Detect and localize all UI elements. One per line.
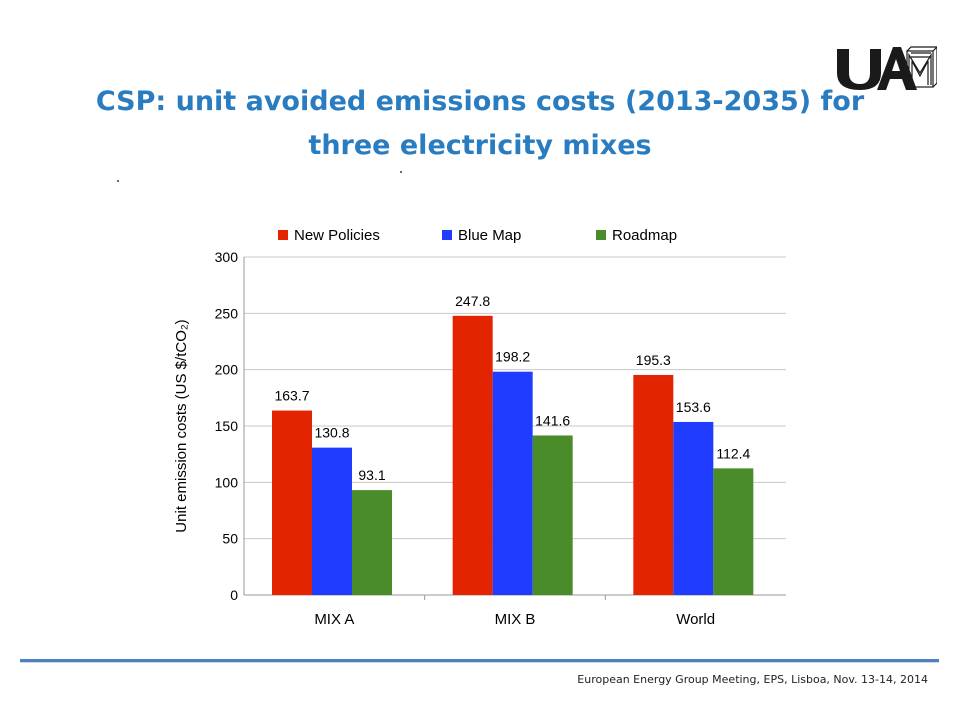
footer-text: European Energy Group Meeting, EPS, Lisb… — [577, 673, 928, 686]
y-tick-label: 200 — [215, 362, 239, 378]
data-label: 195.3 — [636, 352, 671, 368]
data-label: 247.8 — [455, 293, 490, 309]
data-label: 153.6 — [676, 399, 711, 415]
legend-swatch — [442, 230, 452, 240]
bar — [352, 490, 392, 595]
y-tick-label: 50 — [222, 531, 238, 547]
x-tick-label: MIX A — [314, 611, 354, 628]
uam-logo — [833, 43, 938, 91]
bar — [452, 315, 493, 595]
legend-label: Blue Map — [458, 227, 521, 244]
stray-dot — [117, 180, 119, 182]
y-axis-label: Unit emission costs (US $/tCO₂) — [173, 319, 190, 532]
data-label: 141.6 — [535, 412, 570, 428]
bar — [492, 371, 533, 595]
bar — [272, 410, 312, 595]
footer-divider — [20, 659, 939, 663]
legend-swatch — [596, 230, 606, 240]
legend-swatch — [278, 230, 288, 240]
y-tick-label: 0 — [230, 587, 238, 603]
bar — [312, 447, 352, 595]
bar-chart: 0 50 100 150 200 250 300 Unit emission costs (U… — [160, 210, 800, 630]
bar — [633, 374, 674, 595]
bar — [532, 435, 573, 595]
data-label: 112.4 — [716, 445, 750, 461]
data-label: 198.2 — [495, 349, 530, 365]
bar — [713, 468, 754, 595]
data-label: 130.8 — [314, 425, 349, 441]
legend-label: Roadmap — [612, 227, 677, 244]
x-tick-label: MIX B — [495, 611, 536, 628]
bar — [673, 421, 714, 595]
y-tick-label: 250 — [215, 305, 239, 321]
y-tick-label: 300 — [215, 249, 239, 265]
data-label: 93.1 — [358, 467, 385, 483]
y-tick-label: 100 — [215, 474, 239, 490]
data-label: 163.7 — [274, 388, 309, 404]
y-tick-label: 150 — [215, 418, 239, 434]
slide-title: CSP: unit avoided emissions costs (2013-… — [95, 86, 865, 161]
x-tick-label: World — [676, 611, 715, 628]
legend-label: New Policies — [294, 227, 380, 244]
stray-dot — [400, 171, 402, 173]
